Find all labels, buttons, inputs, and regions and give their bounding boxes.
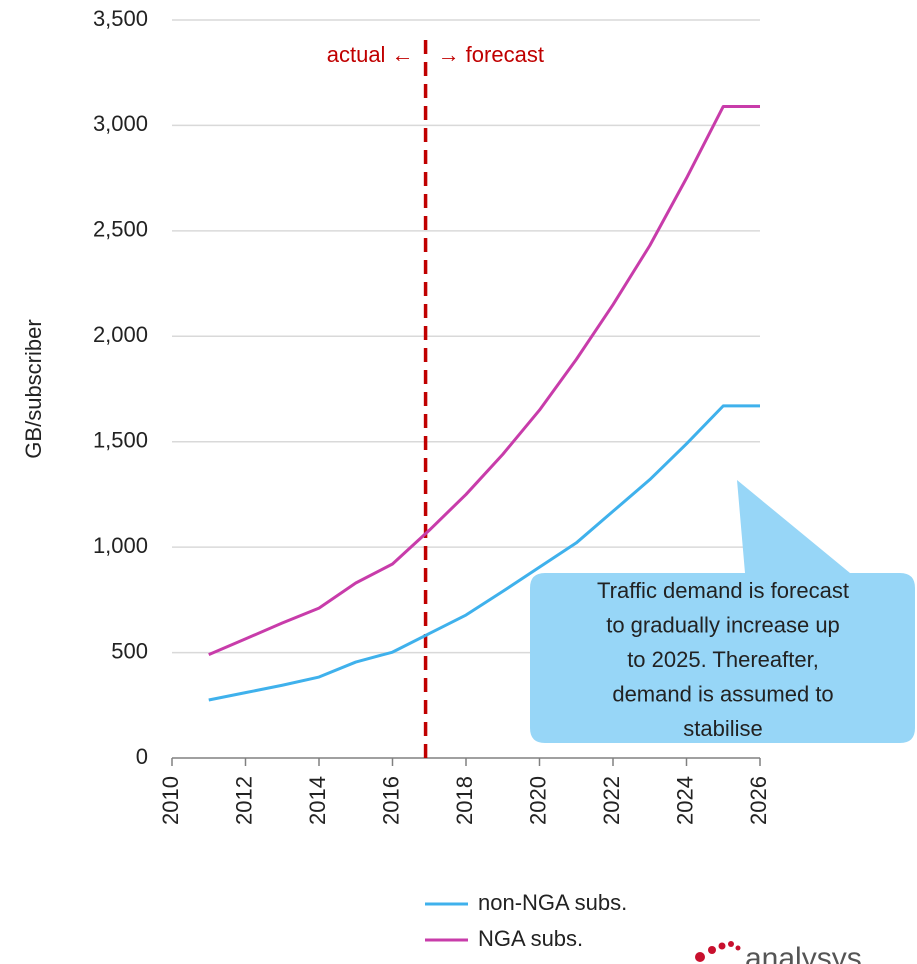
y-tick-label: 3,500: [93, 6, 148, 31]
divider-label: → forecast: [438, 42, 544, 67]
y-axis-label: GB/subscriber: [21, 319, 46, 458]
logo: analysys: [745, 942, 862, 964]
callout-text: demand is assumed to: [612, 681, 833, 706]
logo-dot: [735, 945, 741, 951]
y-tick-label: 2,500: [93, 217, 148, 242]
callout-text: stabilise: [683, 716, 762, 741]
x-tick-label: 2018: [452, 776, 477, 825]
legend-label: non-NGA subs.: [478, 890, 627, 915]
x-tick-label: 2024: [672, 776, 697, 825]
logo-dot: [728, 941, 734, 947]
divider-label: actual ←: [327, 42, 414, 67]
y-tick-label: 500: [111, 638, 148, 663]
x-tick-label: 2014: [305, 776, 330, 825]
callout-text: to gradually increase up: [606, 612, 840, 637]
y-tick-label: 3,000: [93, 111, 148, 136]
y-tick-label: 2,000: [93, 322, 148, 347]
series-line: [208, 104, 760, 657]
callout: [530, 480, 915, 743]
callout-text: to 2025. Thereafter,: [627, 647, 819, 672]
x-tick-label: 2010: [158, 776, 183, 825]
y-tick-label: 0: [136, 744, 148, 769]
series-line: [208, 404, 760, 702]
x-tick-label: 2026: [746, 776, 771, 825]
x-tick-label: 2022: [599, 776, 624, 825]
legend-label: NGA subs.: [478, 926, 583, 951]
logo-dot: [695, 952, 705, 962]
logo-dot: [708, 946, 716, 954]
x-tick-label: 2016: [378, 776, 403, 825]
y-tick-label: 1,500: [93, 428, 148, 453]
x-tick-label: 2020: [525, 776, 550, 825]
logo-dot: [718, 942, 726, 950]
y-tick-label: 1,000: [93, 533, 148, 558]
x-tick-label: 2012: [231, 776, 256, 825]
callout-text: Traffic demand is forecast: [597, 578, 849, 603]
